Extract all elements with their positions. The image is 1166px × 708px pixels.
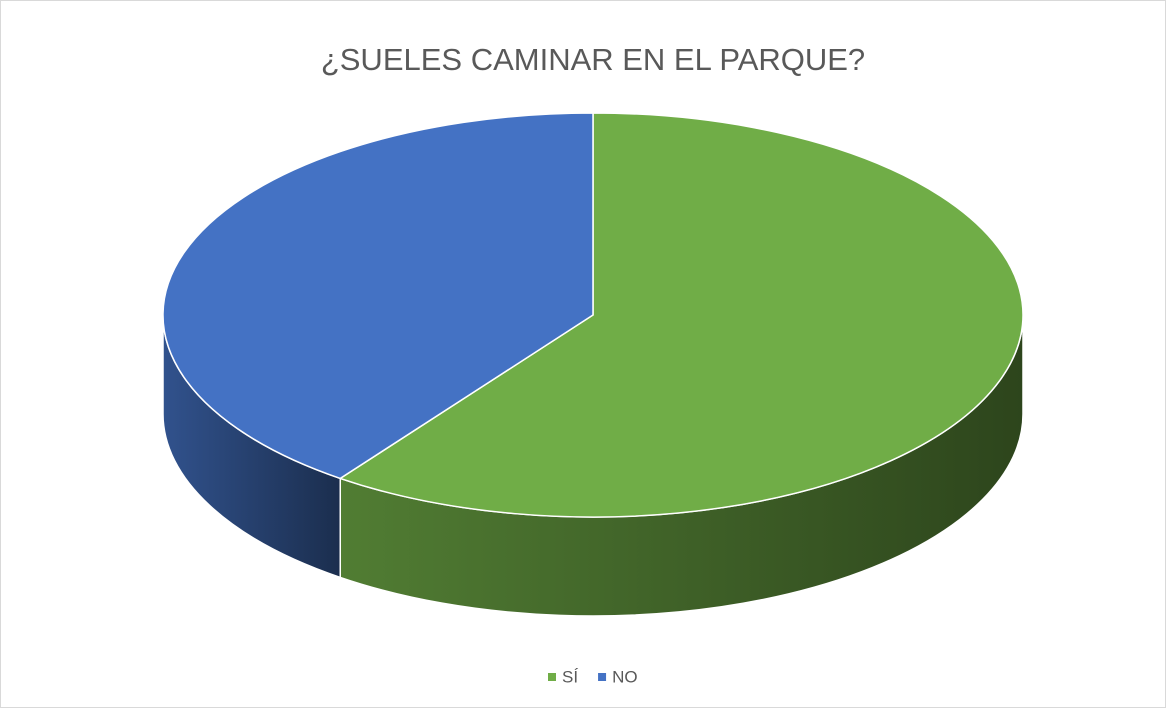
chart-title: ¿SUELES CAMINAR EN EL PARQUE?	[321, 42, 865, 77]
legend-label: SÍ	[562, 667, 578, 686]
legend-swatch	[548, 673, 556, 681]
slice	[338, 112, 1024, 518]
legend-label: NO	[612, 667, 638, 686]
legend-swatch	[598, 673, 607, 681]
slice	[162, 112, 594, 480]
